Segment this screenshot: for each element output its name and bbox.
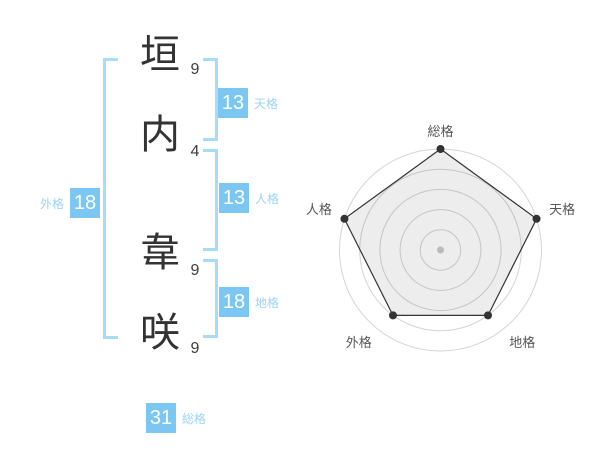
jinkaku-bracket	[203, 149, 218, 251]
tenkaku-label: 天格	[254, 96, 279, 111]
soukaku-value: 31	[146, 403, 176, 433]
stroke-count-3: 9	[190, 262, 200, 279]
chikaku-label: 地格	[255, 295, 280, 310]
jinkaku-value: 13	[219, 183, 249, 213]
radar-axis-label: 地格	[509, 335, 535, 350]
chikaku-value: 18	[219, 287, 249, 317]
tenkaku-badge: 13 天格	[218, 88, 278, 118]
jinkaku-badge: 13 人格	[219, 183, 279, 213]
name-char-1: 垣	[140, 33, 180, 77]
name-char-3: 韋	[140, 231, 180, 275]
name-char-2: 内	[140, 113, 180, 157]
soukaku-badge: 31 総格	[146, 403, 206, 433]
tenkaku-bracket	[203, 58, 218, 141]
gaikaku-badge: 外格 18	[40, 188, 101, 218]
gaikaku-bracket	[103, 58, 118, 339]
radar-axis-label: 総格	[427, 124, 453, 139]
soukaku-label: 総格	[182, 411, 207, 426]
gaikaku-value: 18	[70, 188, 101, 218]
chikaku-bracket	[203, 259, 218, 338]
kaku-radar-chart: 総格天格地格 外格 人格	[288, 93, 598, 408]
name-char-4: 咲	[140, 311, 180, 355]
tenkaku-value: 13	[218, 88, 248, 118]
radar-axis-label: 外格	[346, 335, 372, 350]
radar-axis-label: 人格	[306, 202, 332, 217]
stroke-count-2: 4	[190, 143, 200, 160]
gaikaku-label: 外格	[40, 196, 65, 211]
radar-axis-label: 天格	[549, 202, 575, 217]
stroke-count-4: 9	[190, 340, 200, 357]
chikaku-badge: 18 地格	[219, 287, 279, 317]
jinkaku-label: 人格	[255, 191, 280, 206]
stroke-count-1: 9	[190, 61, 200, 78]
